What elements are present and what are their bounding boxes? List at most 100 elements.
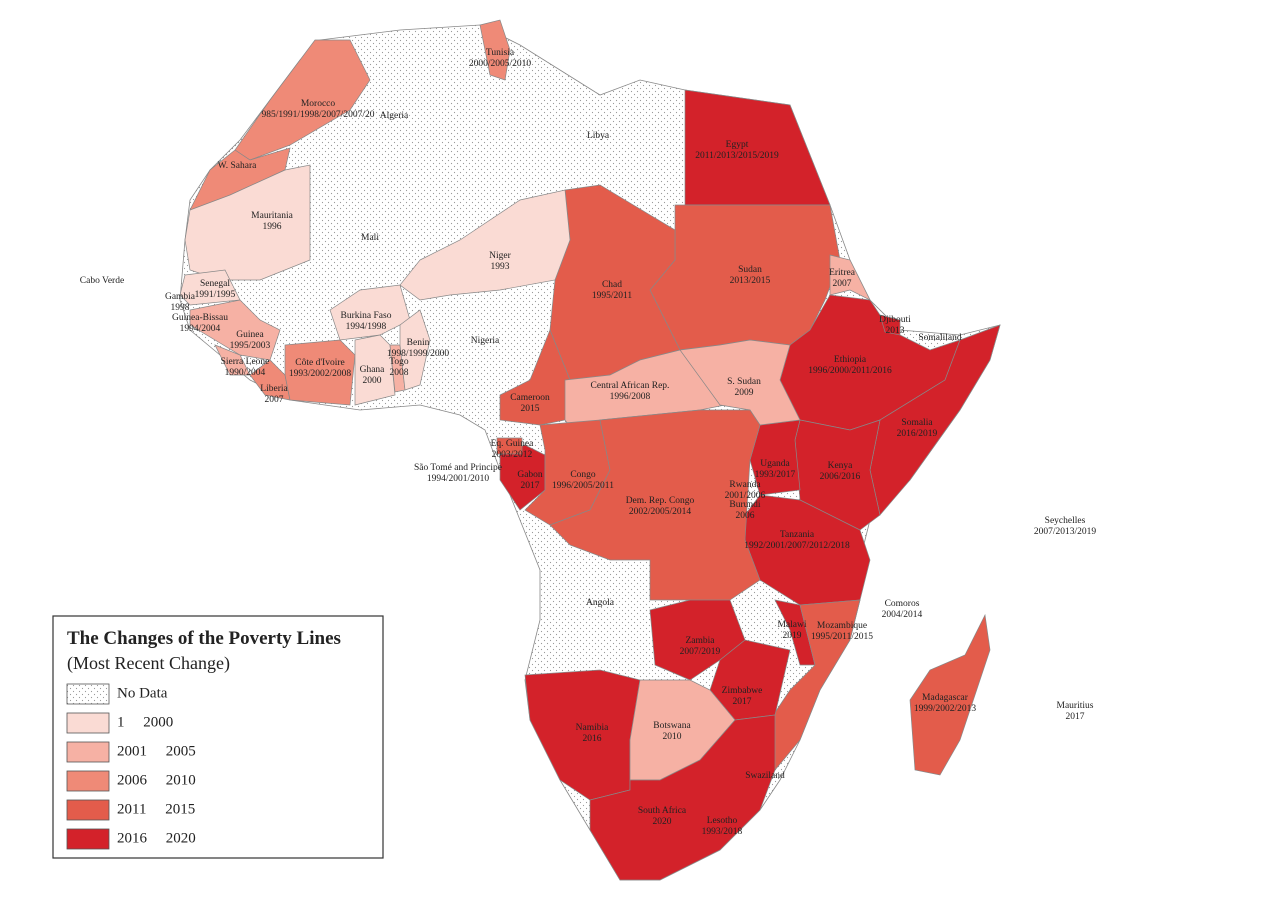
country [829,254,871,301]
country-years: 2000 [363,376,382,386]
country-name: Djibouti [879,315,911,325]
country-name: Libya [587,131,610,141]
country-years: 2016/2019 [897,429,938,439]
country-years: 1994/1998 [346,322,387,332]
country-name: Rwanda [729,480,761,490]
country-name: Malawi [777,620,806,630]
country-years: 1998/1999/2000 [387,349,450,359]
country-name: Zambia [685,636,715,646]
country-name: Tanzania [780,530,815,540]
country [496,437,523,455]
country-years: 2008 [390,368,409,378]
country-years: 2007 [833,279,852,289]
country-years: 2002/2005/2014 [629,507,692,517]
country-name: Mauritius [1057,701,1094,711]
country-name: Burkina Faso [341,311,392,321]
country-years: 1993/2002/2008 [289,369,352,379]
country-years: 1996/2000/2011/2016 [808,366,892,376]
country-years: 2001/2006 [725,491,766,501]
country-name: Congo [570,470,596,480]
country-years: 1998 [171,303,190,313]
country-name: Eritrea [829,268,856,278]
country-name: Guinea [236,330,264,340]
country [399,309,431,391]
country-years: 1991/1995 [195,290,236,300]
country-years: 2006 [736,511,755,521]
country-name: Nigeria [471,336,500,346]
country-years: 1995/2011/2015 [811,632,873,642]
country [589,714,776,881]
country-years: 985/1991/1998/2007/2007/20 [262,110,375,120]
country-name: Côte d'Ivoire [295,358,344,368]
country [179,269,241,306]
country-years: 2017 [733,697,752,707]
legend: The Changes of the Poverty Lines (Most R… [52,615,384,859]
country-name: Botswana [653,721,691,731]
legend-swatch [66,770,110,792]
country-name: South Africa [638,805,687,816]
country [769,599,861,771]
country-years: 2003/2012 [492,450,533,460]
legend-swatch [66,683,110,705]
country-name: Mozambique [817,621,867,631]
country-name: Liberia [260,384,288,394]
legend-swatch [66,741,110,763]
country-years: 1993 [491,262,510,272]
country-years: 2000/2005/2010 [469,59,532,69]
country-name: Ghana [360,365,386,375]
country [869,324,1001,516]
country-name: Sudan [738,265,762,275]
country-name: São Tomé and Principe [414,463,502,473]
legend-label: 2016 2020 [117,830,196,846]
country-years: 2017 [1066,712,1085,722]
country-name: Ethiopia [834,355,867,365]
country-name: Togo [389,357,409,367]
legend-swatch [66,799,110,821]
country-name: Zimbabwe [722,686,763,696]
country-name: Madagascar [922,693,969,703]
country-years: 2007/2013/2019 [1034,527,1097,537]
country-name: Somalia [901,418,933,428]
legend-label: 2011 2015 [117,801,195,817]
country-name: Egypt [726,140,749,150]
country-years: 1995/2003 [230,341,271,351]
country-name: Swaziland [745,771,785,781]
country-name: Tunisia [486,48,515,58]
country [909,613,991,776]
country-years: 2004/2014 [882,610,923,620]
country-name: Mali [361,233,379,243]
country-years: 2016 [583,734,602,744]
country-name: Guinea-Bissau [172,313,228,323]
country-name: Lesotho [707,816,738,826]
country-name: Algeria [380,111,409,121]
country-years: 2009 [735,388,754,398]
country-years: 2011/2013/2015/2019 [695,151,779,161]
country-years: 1996 [263,222,282,232]
country-name: Seychelles [1045,516,1086,526]
country-years: 2020 [653,817,672,827]
country-name: Angola [586,598,615,608]
country-years: 2013 [886,326,905,336]
country-name: Central African Rep. [591,380,670,391]
country [399,189,571,301]
country-name: Benin [407,338,430,348]
legend-label: 2001 2005 [117,743,196,759]
country-name: Namibia [576,723,609,733]
country [184,164,311,281]
country-years: 1995/2011 [592,291,633,301]
country-name: Chad [602,280,622,290]
country [684,89,831,206]
country-name: W. Sahara [218,161,257,171]
country-years: 2007 [265,395,284,405]
country-name: Cabo Verde [80,276,124,286]
country-years: 1994/2004 [180,324,221,334]
legend-label: No Data [117,685,168,701]
country-years: 1994/2001/2010 [427,474,490,484]
country-name: Uganda [760,459,790,469]
legend-title: The Changes of the Poverty Lines [67,628,341,649]
country-name: Burundi [729,500,761,510]
legend-label: 2006 2010 [117,772,196,788]
country-name: Eq. Guinea [491,439,535,449]
